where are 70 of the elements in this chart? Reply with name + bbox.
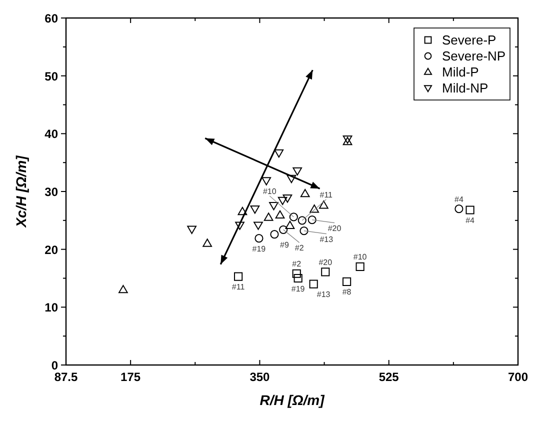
annotation: #11 [232, 282, 246, 292]
y-tick-label: 10 [44, 300, 58, 315]
annotation: #20 [318, 258, 333, 267]
annotation: #8 [342, 288, 352, 297]
annotation: #2 [294, 244, 304, 253]
y-tick-label: 50 [44, 69, 58, 84]
annotation: #10 [262, 186, 277, 196]
point [270, 230, 279, 239]
point [309, 280, 318, 288]
legend-label: Severe-NP [442, 48, 506, 64]
annotation: #19 [291, 284, 306, 294]
x-tick-label: 525 [378, 370, 400, 384]
point [294, 274, 302, 283]
annotation: #4 [466, 216, 476, 226]
y-tick-label: 20 [44, 242, 58, 257]
point [118, 284, 128, 294]
point [235, 222, 244, 230]
annotation: #13 [320, 234, 334, 244]
annotation: #2 [292, 260, 302, 269]
annotation: #4 [454, 194, 464, 204]
point [292, 167, 302, 176]
point [356, 262, 364, 271]
x-tick-label: 350 [250, 370, 270, 384]
point [269, 202, 278, 210]
point [319, 200, 328, 209]
legend-label: Severe-P [442, 32, 496, 48]
point [454, 204, 464, 214]
annotation: #10 [353, 252, 368, 262]
y-tick-label: 40 [44, 127, 58, 142]
point [250, 206, 260, 214]
point [202, 238, 212, 247]
x-tick-label: 175 [120, 370, 141, 384]
x-tick-label: 700 [508, 370, 528, 384]
annotation: #20 [328, 224, 342, 233]
point [308, 216, 316, 224]
y-tick-label: 30 [44, 185, 58, 199]
point [187, 226, 196, 234]
point [310, 204, 320, 213]
y-tick-label: 60 [44, 12, 58, 26]
point [342, 277, 352, 286]
annotation: #11 [320, 190, 334, 200]
point [300, 188, 310, 198]
annotation: #19 [252, 244, 266, 254]
point [274, 149, 284, 158]
point [285, 220, 295, 229]
point [234, 272, 243, 281]
point [321, 268, 330, 276]
point [289, 212, 298, 222]
point [300, 226, 308, 236]
point [282, 194, 292, 203]
point [275, 210, 285, 219]
point [466, 206, 474, 214]
point [292, 269, 301, 278]
point [264, 212, 274, 221]
point [286, 174, 296, 184]
point [298, 216, 306, 225]
x-tick-label: 87.5 [54, 370, 78, 384]
point [279, 225, 288, 234]
y-axis-title: Xc/H [Ω/m] [13, 154, 29, 228]
point [262, 177, 272, 186]
annotation: #9 [280, 240, 290, 250]
x-axis-title: R/H [Ω/m] [260, 392, 326, 408]
point [238, 206, 248, 216]
annotation: #13 [316, 290, 331, 300]
legend-label: Mild-P [442, 64, 479, 80]
point [278, 196, 288, 206]
y-tick-label: 0 [51, 358, 58, 372]
point [254, 234, 264, 243]
legend-label: Mild-NP [442, 80, 488, 96]
point [254, 222, 263, 230]
